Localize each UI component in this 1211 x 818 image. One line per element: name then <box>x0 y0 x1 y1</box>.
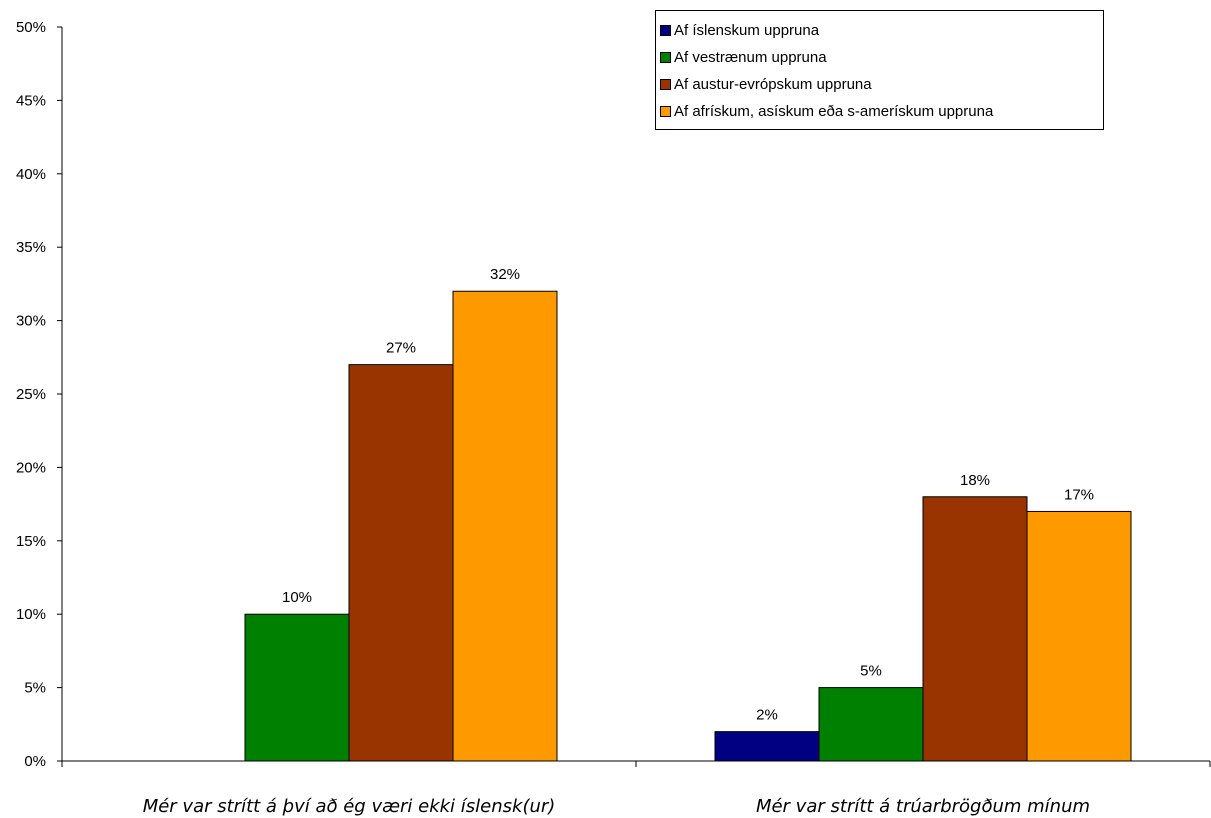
data-label-s2-c1: 18% <box>960 472 990 489</box>
legend-label-0: Af íslenskum uppruna <box>674 22 820 39</box>
legend: Af íslenskum uppruna Af vestrænum upprun… <box>655 10 1104 130</box>
legend-swatch-0 <box>660 25 671 36</box>
bar-s3-c1 <box>1026 510 1132 762</box>
data-label-s1-c1: 5% <box>860 663 882 680</box>
bar-s1-c1 <box>818 687 924 762</box>
legend-swatch-2 <box>660 79 671 90</box>
legend-label-2: Af austur-evrópskum uppruna <box>674 76 872 93</box>
y-tick-label-4: 20% <box>16 459 46 476</box>
category-label-1: Mér var strítt á trúarbrögðum mínum <box>756 796 1090 817</box>
legend-swatch-3 <box>660 106 671 117</box>
data-label-s3-c0: 32% <box>490 266 520 283</box>
legend-item-0: Af íslenskum uppruna <box>660 17 1103 44</box>
bar-s0-c1 <box>714 731 820 762</box>
legend-label-3: Af afrískum, asískum eða s-amerískum upp… <box>674 103 994 120</box>
data-label-s2-c0: 27% <box>386 340 416 357</box>
data-label-s3-c1: 17% <box>1064 486 1094 503</box>
y-tick-label-0: 0% <box>24 753 46 770</box>
y-tick-label-10: 50% <box>16 19 46 36</box>
y-tick-label-1: 5% <box>24 680 46 697</box>
y-tick-label-2: 10% <box>16 606 46 623</box>
bar-s2-c1 <box>922 496 1028 762</box>
bar-s1-c0 <box>244 613 350 762</box>
category-label-0: Mér var strítt á því að ég væri ekki ísl… <box>143 796 556 817</box>
y-tick-label-8: 40% <box>16 166 46 183</box>
y-tick-label-6: 30% <box>16 313 46 330</box>
y-tick-label-9: 45% <box>16 92 46 109</box>
y-tick-label-5: 25% <box>16 386 46 403</box>
data-label-s0-c1: 2% <box>756 707 778 724</box>
bar-s2-c0 <box>348 364 454 762</box>
legend-item-2: Af austur-evrópskum uppruna <box>660 71 1103 98</box>
legend-label-1: Af vestrænum uppruna <box>674 49 827 66</box>
legend-swatch-1 <box>660 52 671 63</box>
y-tick-label-3: 15% <box>16 533 46 550</box>
y-tick-label-7: 35% <box>16 239 46 256</box>
bar-s3-c0 <box>452 290 558 762</box>
data-label-s1-c0: 10% <box>282 589 312 606</box>
legend-item-1: Af vestrænum uppruna <box>660 44 1103 71</box>
legend-item-3: Af afrískum, asískum eða s-amerískum upp… <box>660 98 1103 125</box>
